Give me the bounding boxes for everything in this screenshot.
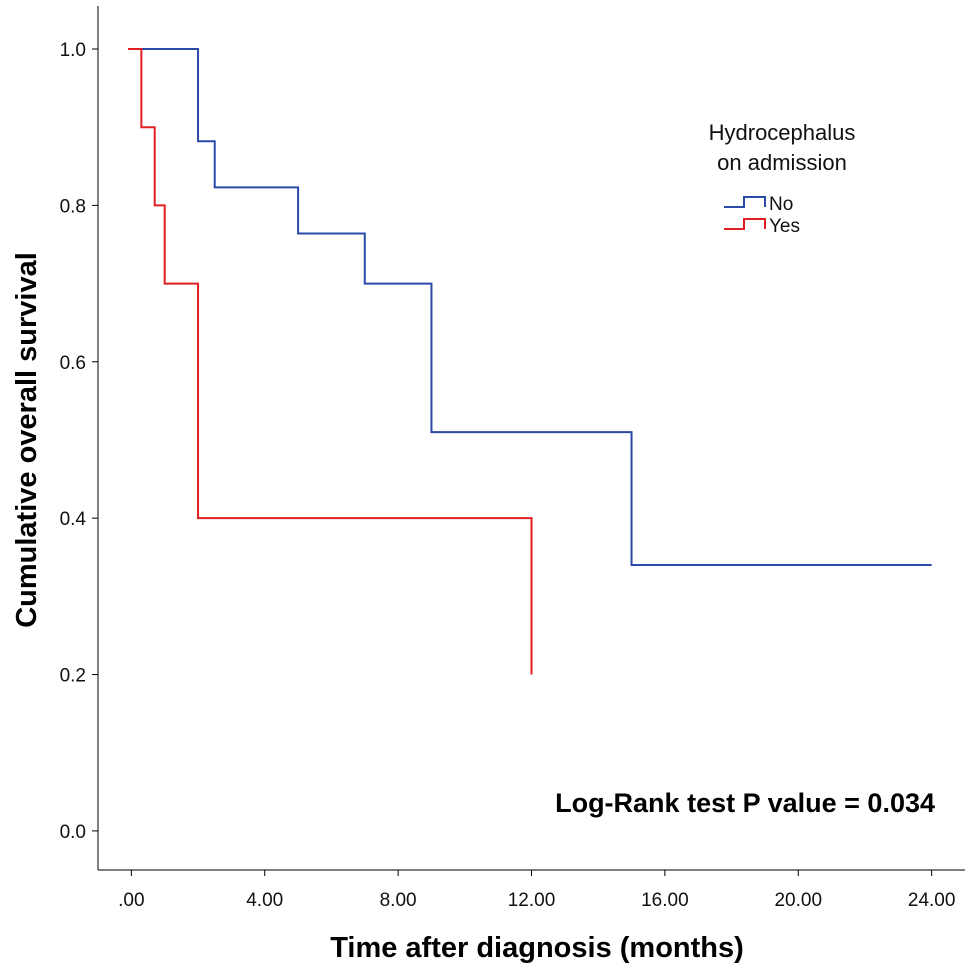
x-ticks: .00 4.00 8.00 12.00 16.00 20.00 24.00 xyxy=(118,870,955,911)
y-tick-label: 0.0 xyxy=(60,822,86,843)
legend-title-line-2: on admission xyxy=(717,150,847,175)
x-tick-label: 16.00 xyxy=(641,890,689,911)
legend-swatch-no xyxy=(724,196,766,208)
series-layer xyxy=(128,48,932,675)
legend-label-no: No xyxy=(769,194,793,215)
x-tick-label: 4.00 xyxy=(246,890,283,911)
log-rank-annotation: Log-Rank test P value = 0.034 xyxy=(555,788,935,818)
x-tick-label: 12.00 xyxy=(508,890,556,911)
y-tick-label: 0.2 xyxy=(60,666,86,687)
series-line-no xyxy=(128,48,932,567)
x-tick-label: 20.00 xyxy=(774,890,822,911)
legend-label-yes: Yes xyxy=(769,216,800,237)
x-axis-title: Time after diagnosis (months) xyxy=(330,932,744,964)
x-tick-label: .00 xyxy=(118,890,144,911)
y-tick-label: 0.4 xyxy=(60,509,87,530)
legend-swatch-yes xyxy=(724,218,766,230)
y-ticks: 0.0 0.2 0.4 0.6 0.8 1.0 xyxy=(60,40,98,843)
legend-title-line-1: Hydrocephalus xyxy=(709,120,856,145)
y-tick-label: 1.0 xyxy=(60,40,86,61)
series-line-yes xyxy=(128,48,533,675)
y-axis-title: Cumulative overall survival xyxy=(11,252,43,628)
y-tick-label: 0.8 xyxy=(60,196,86,217)
x-tick-label: 24.00 xyxy=(908,890,956,911)
y-tick-label: 0.6 xyxy=(60,353,86,374)
x-tick-label: 8.00 xyxy=(380,890,417,911)
